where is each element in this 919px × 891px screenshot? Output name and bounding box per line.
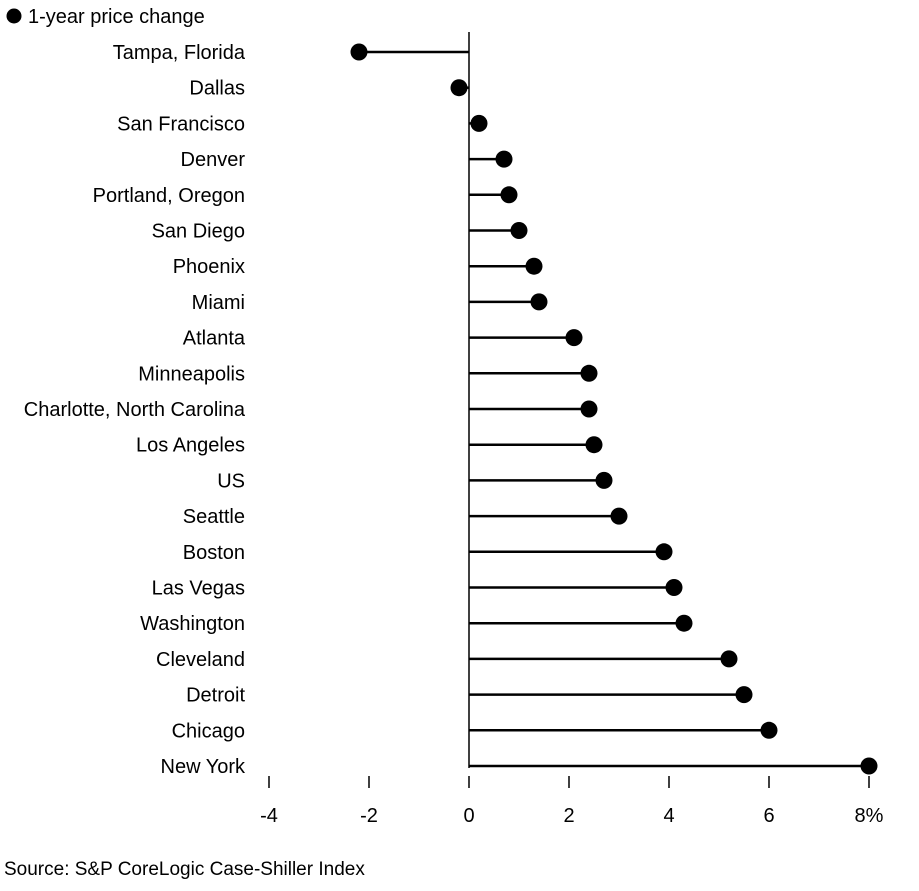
legend-marker — [6, 8, 22, 24]
city-label: Portland, Oregon — [93, 185, 245, 207]
city-label: Dallas — [189, 78, 245, 100]
x-tick-label: 2 — [563, 805, 574, 827]
legend: 1-year price change — [6, 6, 205, 28]
city-label: Charlotte, North Carolina — [24, 399, 246, 421]
data-point — [510, 222, 528, 239]
city-label: Minneapolis — [138, 363, 245, 385]
city-label: Chicago — [172, 720, 245, 742]
city-label: Cleveland — [156, 649, 245, 671]
data-point — [860, 757, 878, 775]
data-point — [760, 721, 778, 739]
data-point — [470, 114, 488, 132]
city-label: San Francisco — [117, 113, 245, 135]
data-point — [525, 257, 543, 275]
data-point — [580, 400, 598, 418]
data-point — [350, 43, 368, 61]
city-label: Washington — [140, 613, 245, 635]
data-point — [580, 364, 598, 382]
data-point — [655, 543, 673, 561]
city-label: Seattle — [183, 506, 245, 528]
data-point — [665, 579, 683, 596]
data-point — [675, 614, 693, 632]
city-label: Tampa, Florida — [113, 42, 246, 64]
source-note: Source: S&P CoreLogic Case-Shiller Index — [4, 859, 365, 880]
city-label: US — [217, 470, 245, 492]
data-point — [565, 329, 583, 347]
data-point — [450, 79, 468, 97]
city-labels: Tampa, Florida Dallas San Francisco Denver P… — [24, 42, 246, 778]
data-point — [585, 436, 603, 454]
data-point — [735, 686, 753, 704]
city-label: Los Angeles — [136, 435, 245, 457]
x-tick-label: 4 — [663, 805, 674, 827]
city-label: Las Vegas — [152, 578, 245, 600]
data-point — [720, 650, 738, 668]
x-tick-label: -4 — [260, 805, 278, 827]
x-tick-label: -2 — [360, 805, 378, 827]
x-tick-label: 6 — [763, 805, 774, 827]
data-point — [610, 507, 628, 525]
city-label: Boston — [183, 542, 245, 564]
data-point — [495, 150, 513, 168]
x-axis: -4 -2 0 2 4 6 8% — [260, 776, 884, 827]
x-tick-label: 8% — [855, 805, 884, 827]
city-label: Denver — [181, 149, 246, 171]
data-point — [530, 293, 548, 311]
data-point — [500, 186, 518, 204]
data-point — [595, 471, 613, 489]
legend-label: 1-year price change — [28, 6, 205, 28]
city-label: Phoenix — [173, 256, 245, 278]
city-label: New York — [161, 756, 246, 778]
city-label: San Diego — [152, 221, 245, 243]
x-tick-label: 0 — [463, 805, 474, 827]
city-label: Atlanta — [183, 328, 246, 350]
dots — [350, 43, 878, 775]
city-label: Detroit — [186, 685, 245, 707]
city-label: Miami — [192, 292, 245, 314]
stems — [359, 50, 869, 768]
